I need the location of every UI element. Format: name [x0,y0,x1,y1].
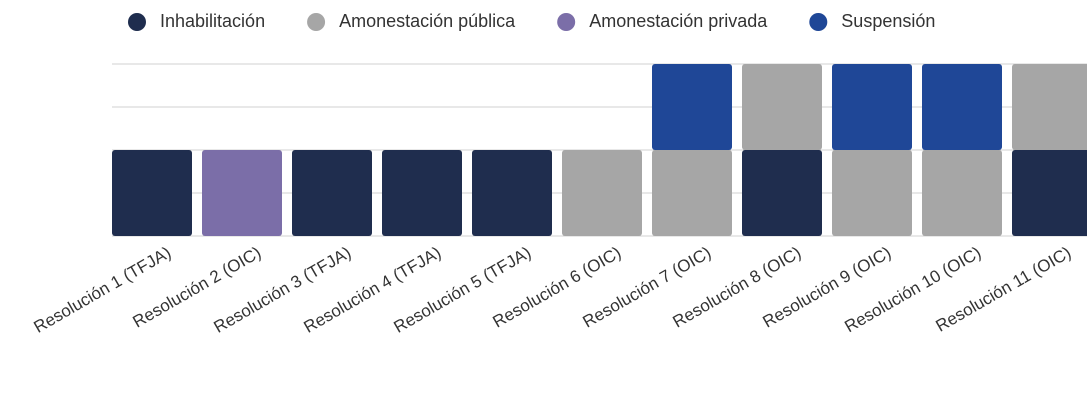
bar-segment [1012,150,1087,236]
bar-segment [202,150,282,236]
legend-label: Amonestación privada [589,11,768,31]
bar-segment [742,150,822,236]
bar-segment [742,64,822,150]
bar-segment [472,150,552,236]
bar-segment [832,150,912,236]
bar-segment [292,150,372,236]
legend-label: Amonestación pública [339,11,516,31]
legend-marker [809,13,828,31]
bar-segment [922,150,1002,236]
bar-segment [112,150,192,236]
bar-segment [1012,64,1087,150]
bar-segment [652,64,732,150]
legend-marker [557,13,576,31]
legend-label: Suspensión [841,11,935,31]
bar-segment [652,150,732,236]
bar-segment [922,64,1002,150]
bar-segment [832,64,912,150]
bar-segment [562,150,642,236]
legend-marker [128,13,146,31]
legend-marker [307,13,326,31]
legend-label: Inhabilitación [160,11,265,31]
bar-segment [382,150,462,236]
